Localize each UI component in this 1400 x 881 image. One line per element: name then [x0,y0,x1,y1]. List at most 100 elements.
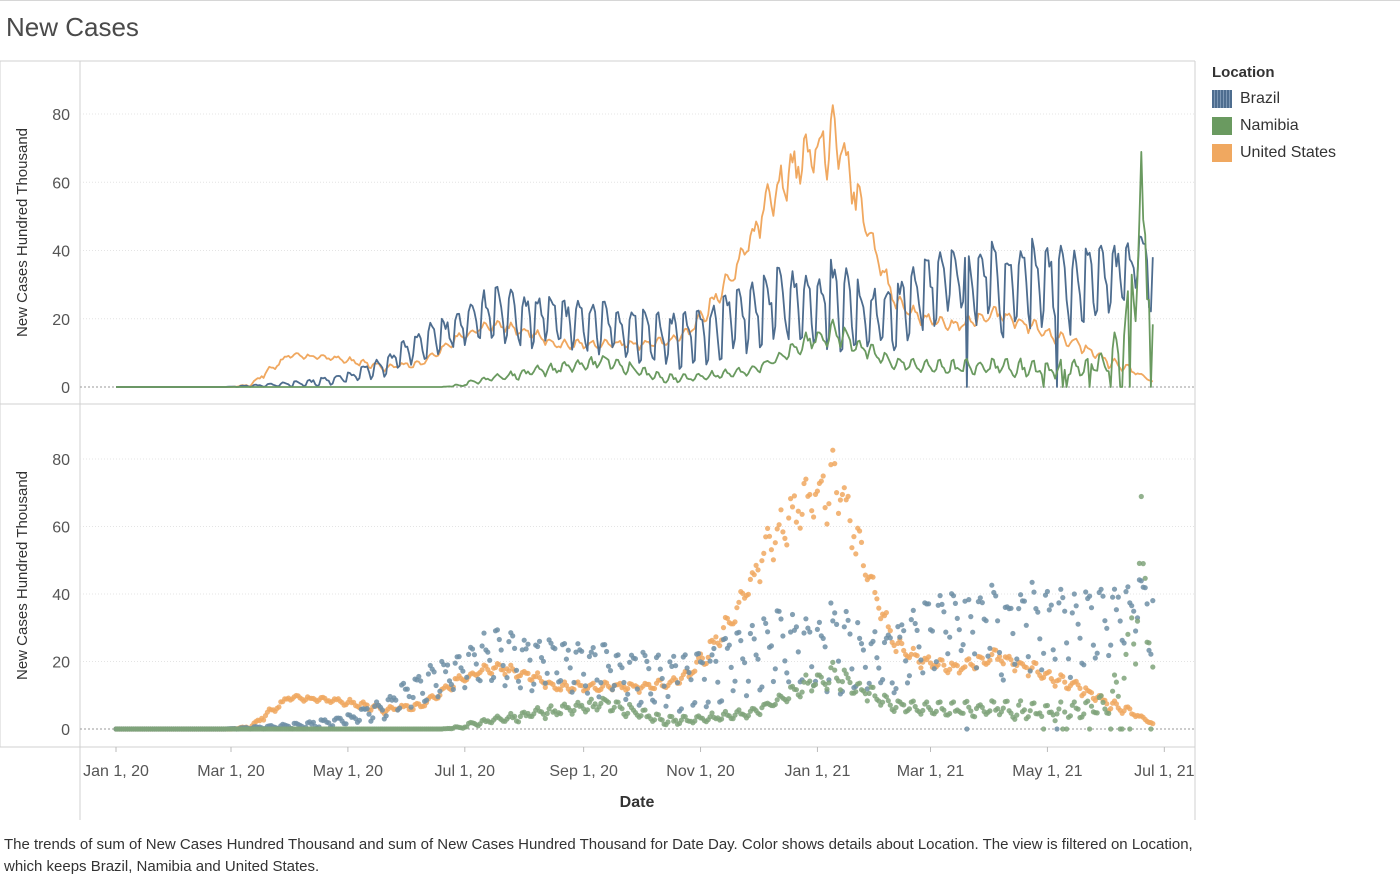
scatter-point [575,699,581,706]
scatter-point [968,614,974,620]
scatter-point [1004,698,1010,704]
scatter-point [642,707,648,713]
scatter-point [625,710,631,716]
scatter-point [759,558,765,564]
scatter-point [1125,584,1131,590]
scatter-point [527,657,533,663]
scatter-point [1144,601,1150,607]
scatter-point [1150,721,1156,727]
scatter-point [674,680,681,686]
scatter-point [801,630,807,636]
scatter-point [1058,699,1064,705]
scatter-point [590,680,596,686]
legend-item-brazil[interactable]: Brazil [1212,85,1336,112]
scatter-point [983,618,989,624]
scatter-point [709,710,715,716]
legend-item-united-states[interactable]: United States [1212,139,1336,166]
scatter-point [847,631,853,637]
scatter-point [657,666,663,672]
legend-swatch-namibia [1212,116,1232,135]
y-tick-label-line-60: 60 [52,175,70,192]
scatter-point [661,683,667,689]
scatter-point [943,629,949,635]
scatter-point [1052,718,1058,724]
scatter-point [471,652,477,658]
scatter-point [774,697,780,703]
scatter-point [912,620,918,627]
scatter-point [732,619,738,625]
scatter-point [1012,661,1018,667]
scatter-point [588,649,594,655]
scatter-point [443,669,449,675]
scatter-point [814,488,821,494]
scatter-point [786,515,792,521]
x-tick-label: Mar 1, 20 [197,763,265,780]
scatter-point [805,625,811,631]
scatter-point [745,678,752,684]
scatter-point [1065,656,1072,662]
y-tick-label-scatter-20: 20 [52,655,70,672]
scatter-point [1117,618,1123,624]
scatter-point [839,491,846,498]
scatter-point [870,574,876,580]
scatter-point [393,697,399,703]
y-axis-label-scatter: New Cases Hundred Thousand [14,471,31,680]
scatter-point [1136,560,1142,567]
scatter-point [713,658,719,664]
scatter-point [1104,625,1110,631]
scatter-point [1027,668,1033,674]
scatter-point [885,698,891,704]
scatter-point [947,710,953,717]
scatter-point [592,701,598,707]
scatter-point [1083,589,1089,595]
scatter-point [310,719,316,725]
scatter-point [1023,664,1029,671]
scatter-point [1012,716,1018,722]
scatter-point [711,645,717,652]
scatter-point [761,616,767,622]
scatter-point [1000,705,1006,711]
scatter-point [1050,647,1056,653]
scatter-point [950,699,957,705]
scatter-point [684,665,690,671]
top-border [0,0,1400,1]
scatter-point [625,691,631,697]
scatter-point [1018,698,1024,704]
scatter-point [832,461,838,467]
scatter-point [1077,685,1083,692]
scatter-point [853,551,859,557]
scatter-point [832,667,838,673]
y-tick-label-line-80: 80 [52,107,70,124]
scatter-point [638,699,644,705]
scatter-point [571,679,577,686]
scatter-point [1129,603,1135,609]
y-tick-label-line-40: 40 [52,244,70,261]
scatter-point [343,721,349,727]
scatter-point [749,622,755,629]
series-line-brazil [116,235,1154,388]
legend-item-namibia[interactable]: Namibia [1212,112,1336,139]
scatter-point [1056,677,1062,683]
scatter-point [845,493,851,499]
scatter-point [1025,673,1031,679]
scatter-point [776,522,782,528]
scatter-point [535,670,541,676]
scatter-point [692,718,698,724]
scatter-point [515,719,522,725]
scatter-point [837,687,844,693]
scatter-point [515,678,522,684]
scatter-point [1025,714,1031,720]
scatter-point [1081,691,1087,697]
scatter-point [669,714,675,720]
scatter-point [747,576,754,583]
scatter-point [1148,726,1154,732]
scatter-point [1023,622,1029,628]
scatter-point [504,675,510,681]
scatter-point [1113,701,1119,707]
scatter-point [839,679,846,685]
scatter-point [1127,706,1133,712]
scatter-point [1138,578,1144,584]
scatter-point [1073,603,1079,609]
scatter-point [1064,726,1070,732]
scatter-point [887,635,893,641]
